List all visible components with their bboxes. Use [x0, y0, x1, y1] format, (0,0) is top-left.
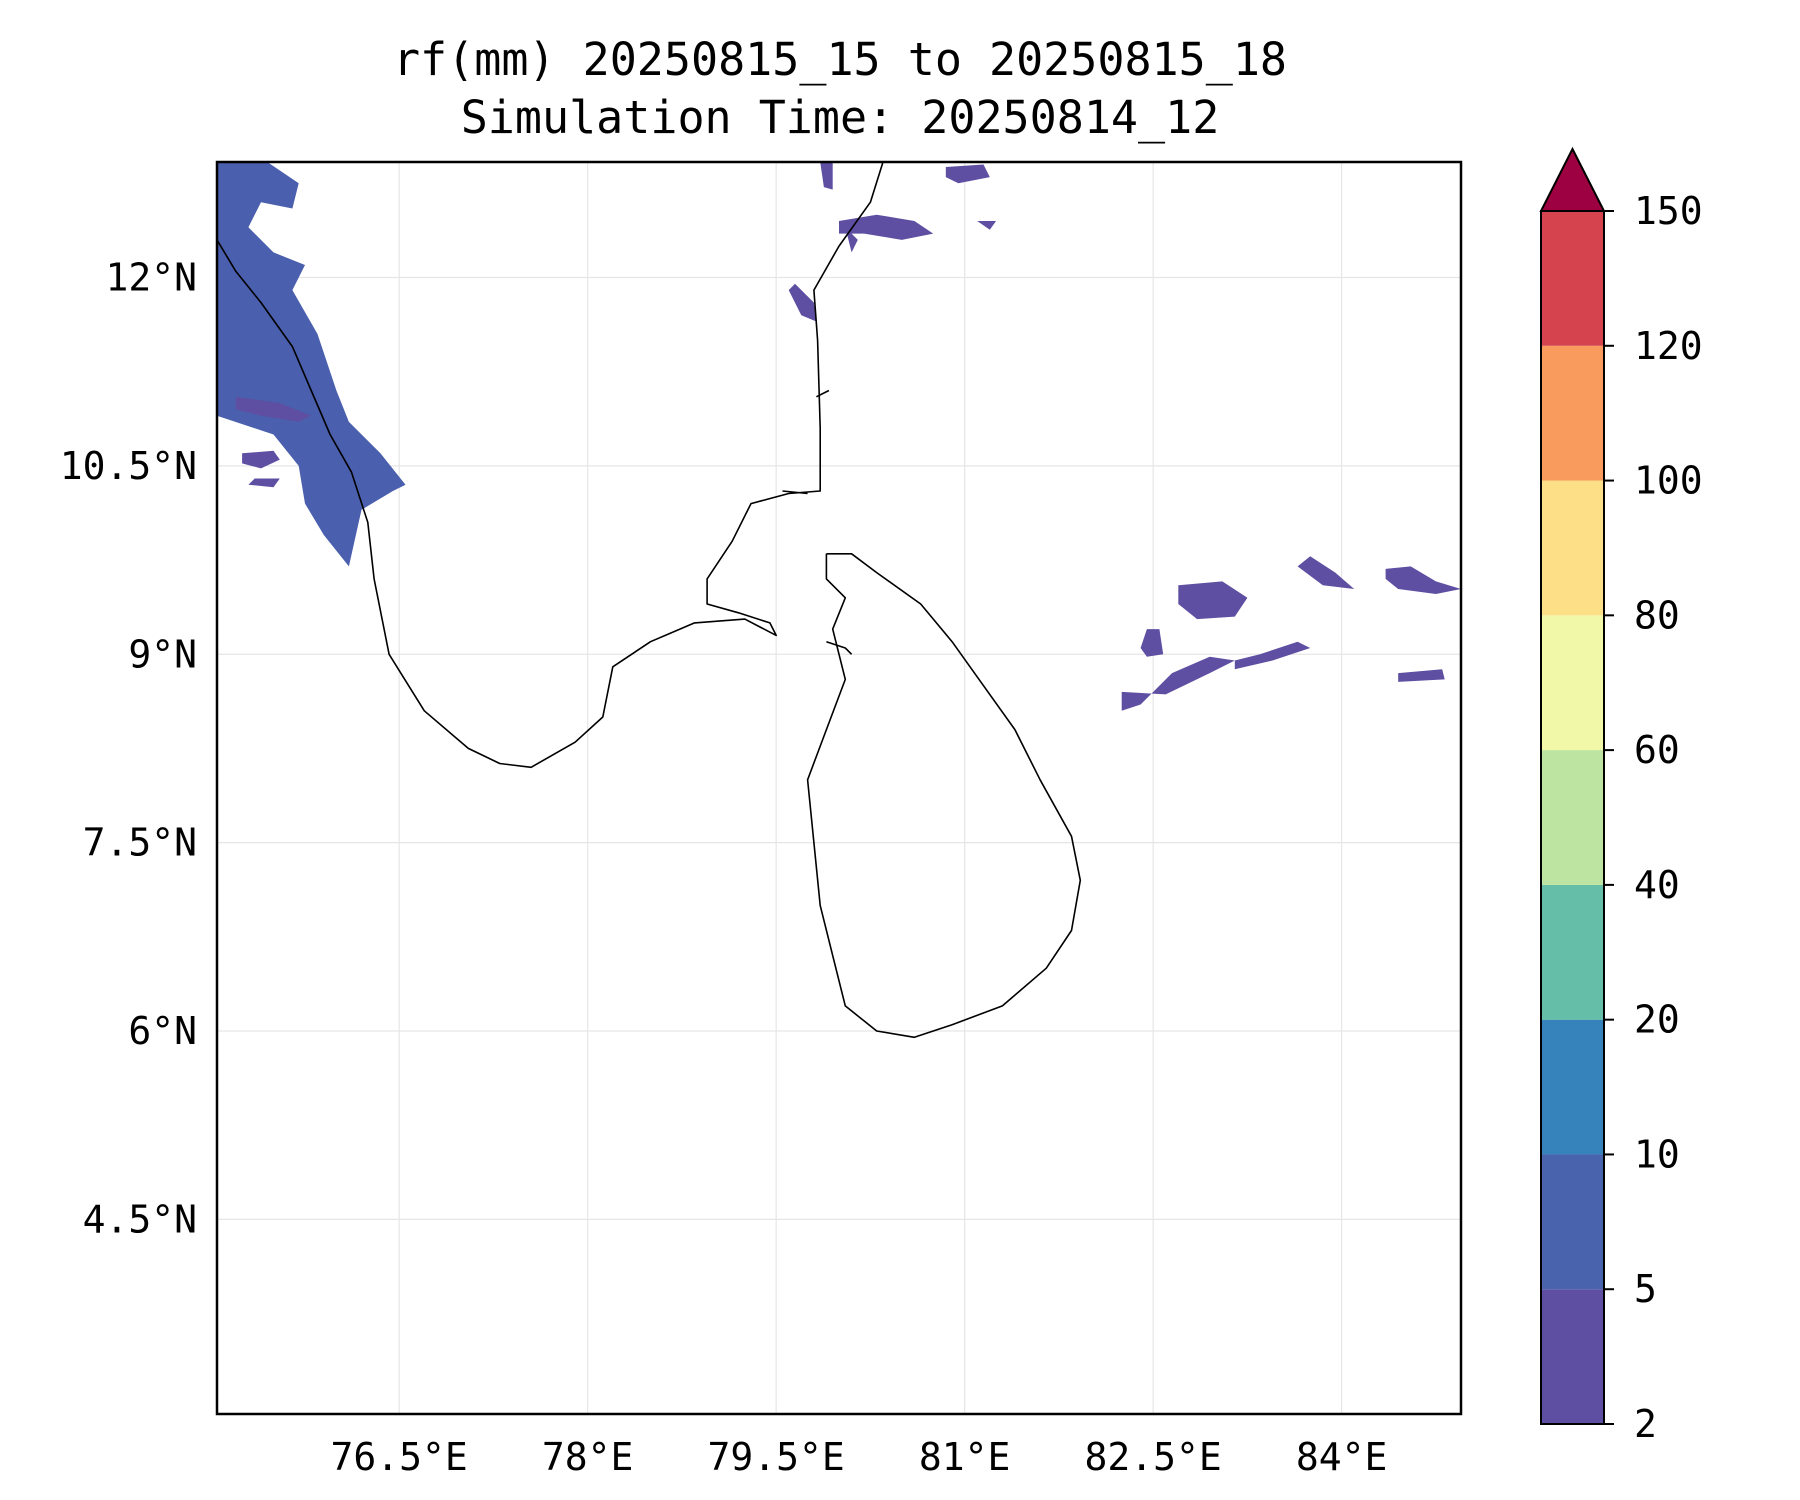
colorbar: 2 5 10 20 40 60 80 100 120 150 [1539, 146, 1703, 1446]
colorbar-segment [1541, 480, 1604, 616]
colorbar-tick-label: 10 [1634, 1132, 1680, 1176]
y-tick-label: 7.5°N [83, 821, 197, 865]
rain-region [977, 221, 997, 230]
coastline [826, 640, 853, 655]
coastline [816, 389, 830, 398]
title-line-1: rf(mm) 20250815_15 to 20250815_18 [393, 33, 1287, 86]
rain-region [217, 162, 406, 567]
x-tick-label: 78°E [542, 1435, 634, 1479]
title-line-2: Simulation Time: 20250814_12 [461, 91, 1220, 144]
rain-region [242, 450, 280, 469]
rain-region [1398, 669, 1445, 682]
colorbar-segment [1541, 1019, 1604, 1155]
y-tick-label: 9°N [128, 632, 197, 676]
rain-region [1140, 629, 1164, 657]
colorbar-tick-label: 60 [1634, 728, 1680, 772]
colorbar-tick-label: 150 [1634, 189, 1703, 233]
colorbar-segment [1541, 1289, 1604, 1424]
coastlines [217, 162, 1082, 1039]
coastline [806, 552, 1082, 1039]
colorbar-tick-label: 20 [1634, 998, 1680, 1042]
y-tick-label: 6°N [128, 1009, 197, 1053]
rain-region [1297, 556, 1355, 589]
x-tick-label: 79.5°E [708, 1435, 845, 1479]
coastline [217, 162, 884, 769]
rain-region [248, 478, 280, 488]
colorbar-tick-label: 40 [1634, 863, 1680, 907]
rain-region [945, 164, 990, 184]
x-tick-label: 76.5°E [331, 1435, 468, 1479]
colorbar-segment [1541, 750, 1604, 885]
x-tick-label: 84°E [1296, 1435, 1388, 1479]
colorbar-tick-label: 120 [1634, 324, 1703, 368]
x-tick-label: 82.5°E [1085, 1435, 1222, 1479]
colorbar-segment [1541, 615, 1604, 751]
y-tick-label: 10.5°N [60, 444, 197, 488]
colorbar-segment [1541, 345, 1604, 481]
rain-region [1178, 581, 1248, 620]
map-frame [215, 160, 1463, 1416]
coastline [782, 490, 808, 495]
colorbar-tick-label: 80 [1634, 593, 1680, 637]
rain-region [820, 162, 833, 190]
colorbar-extend-arrow [1539, 146, 1606, 212]
rain-region [839, 214, 934, 240]
colorbar-tick-label: 2 [1634, 1402, 1657, 1446]
map-gridlines [217, 162, 1461, 1414]
colorbar-segment [1541, 1154, 1604, 1290]
x-tick-label: 81°E [919, 1435, 1011, 1479]
colorbar-segment [1541, 884, 1604, 1020]
rainfall-contours [217, 162, 1461, 711]
colorbar-frame [1540, 210, 1605, 1425]
rain-region [235, 396, 312, 422]
x-axis-ticks: 76.5°E 78°E 79.5°E 81°E 82.5°E 84°E [331, 1435, 1388, 1479]
colorbar-tick-label: 5 [1634, 1267, 1657, 1311]
y-tick-label: 12°N [105, 256, 197, 300]
y-tick-label: 4.5°N [83, 1197, 197, 1241]
rain-region [1385, 566, 1461, 594]
rain-region [1234, 641, 1311, 670]
rain-region [1121, 656, 1235, 711]
colorbar-segment [1541, 211, 1604, 346]
rain-region [788, 283, 817, 322]
y-axis-ticks: 12°N 10.5°N 9°N 7.5°N 6°N 4.5°N [60, 256, 197, 1242]
colorbar-tick-label: 100 [1634, 459, 1703, 503]
